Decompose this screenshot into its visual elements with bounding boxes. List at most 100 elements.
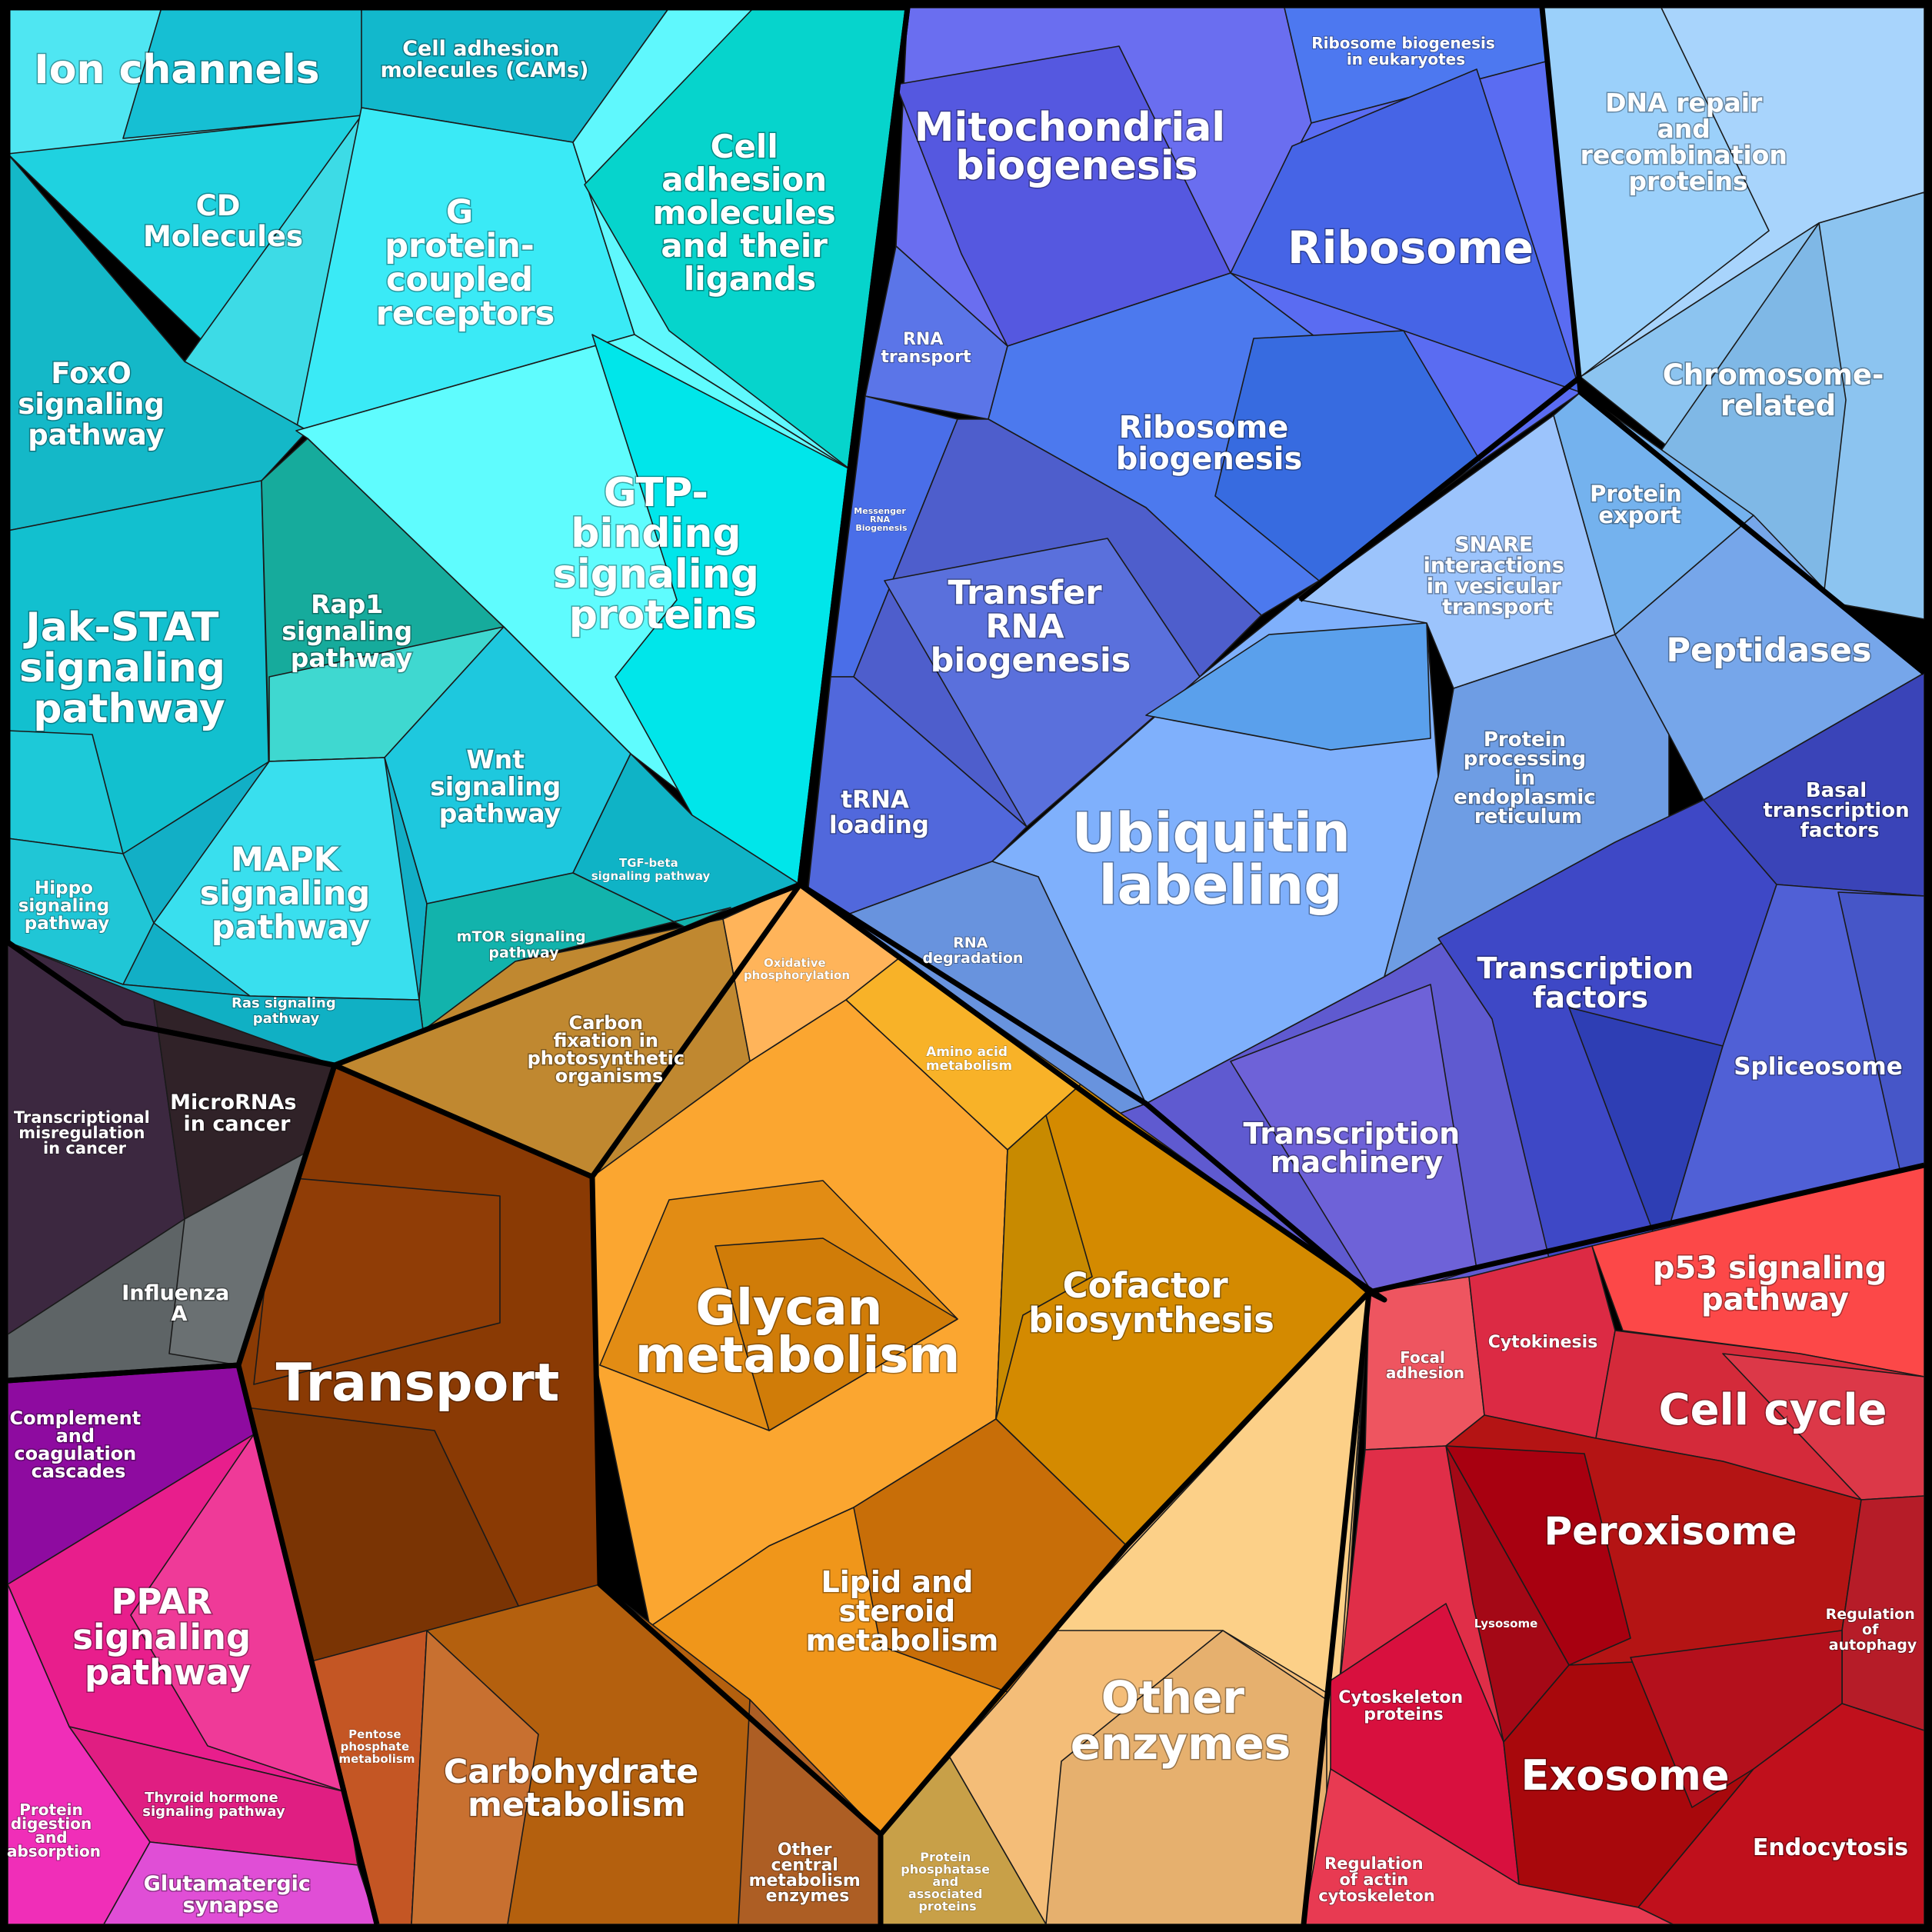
label-cof-line2: biosynthesis [1028,1300,1274,1341]
label-snare-line3: in vesicular [1427,575,1562,598]
label-transfer-rna: Transfer RNA biogenesis [931,574,1131,680]
label-focal-adhesion: Focal adhesion [1386,1348,1464,1382]
label-ubiquitin: Ubiquitin labeling [1072,801,1370,917]
region-lightblue-upper [1539,7,1927,675]
labels: Ion channels Cell adhesion molecules (CA… [6,33,1918,1919]
label-cp-line1: Cytoskeleton [1338,1688,1463,1707]
label-foxo-line1: FoxO [51,357,132,390]
label-ppe-line5: reticulum [1474,805,1582,828]
label-transcription-machinery: Transcription machinery [1244,1117,1471,1179]
label-mapk: MAPK signaling pathway [200,841,382,947]
label-oe-line1: Other [1101,1671,1245,1724]
label-mtor-line2: pathway [488,944,559,961]
label-ribosome: Ribosome [1287,222,1534,274]
label-flu-line1: Influenza [122,1281,229,1305]
label-btf-line3: factors [1800,819,1880,842]
label-cell-adhesion-ligands: Cell adhesion molecules and their ligand… [653,128,848,298]
label-mito-biogenesis: Mitochondrial biogenesis [914,105,1239,189]
label-mapk-line3: pathway [212,908,370,947]
label-carbon-fixation: Carbon fixation in photosynthetic organi… [528,1012,691,1087]
label-dna-line2: and [1657,114,1710,144]
label-rac-line3: cytoskeleton [1318,1887,1435,1905]
region-dark-left [7,1362,239,1384]
label-tgf-line2: signaling pathway [591,869,711,883]
label-dna-line3: recombination [1581,140,1787,170]
label-rap1: Rap1 signaling pathway [281,589,421,673]
label-gpcr-line1: G [446,193,473,232]
label-ras-line2: pathway [253,1011,320,1027]
label-aa-line1: Amino acid [926,1044,1008,1060]
orange-cells [334,884,1370,1925]
label-mir-line1: MicroRNAs [170,1091,296,1114]
label-carb-line2: metabolism [468,1786,686,1824]
label-cp-line2: proteins [1364,1705,1443,1724]
label-p53-line1: p53 signaling [1653,1251,1887,1286]
label-pentose: Pentose phosphate metabolism [339,1727,415,1766]
label-mito-line2: biogenesis [955,143,1198,189]
label-cams: Cell adhesion molecules (CAMs) [381,37,589,82]
label-dna-line4: proteins [1628,166,1747,196]
label-cf-line1: Carbon [569,1012,643,1034]
cell-cofactor-b [995,1114,1093,1420]
label-regulation-actin: Regulation of actin cytoskeleton [1318,1854,1435,1905]
label-pp-line1: Protein [920,1850,971,1864]
label-chr-line1: Chromosome- [1663,358,1884,391]
label-ppe-line2: processing [1464,748,1586,771]
label-rnad-line2: degradation [923,950,1024,967]
label-transcription-factors: Transcription factors [1477,951,1704,1014]
label-btf-line2: transcription [1763,799,1909,822]
label-comp-line2: and [56,1425,95,1447]
label-snare-line1: SNARE [1454,533,1533,557]
label-jak-line2: signaling [19,645,225,691]
region-brown-border [235,1064,380,1925]
label-mito-line1: Mitochondrial [914,105,1225,151]
label-cofactor: Cofactor biosynthesis [1028,1265,1274,1341]
label-jak-stat: Jak-STAT signaling pathway [19,605,239,732]
label-rb-line2: biogenesis [1116,441,1303,477]
label-gpcr-line4: receptors [376,295,555,333]
label-rnad-line1: RNA [953,934,988,951]
label-ra-line2: of [1862,1621,1879,1638]
label-cof-line1: Cofactor [1063,1265,1229,1306]
label-cal-line1: Cell [711,128,778,165]
label-cal-line4: and their [661,227,828,265]
label-amino-acid: Amino acid metabolism [926,1044,1012,1074]
label-comp-line4: cascades [32,1461,126,1482]
region-orange-other [878,1290,1371,1837]
label-protein-processing-er: Protein processing in endoplasmic reticu… [1454,728,1603,828]
label-rbe-line2: in eukaryotes [1347,50,1465,68]
label-oc-line3: metabolism [749,1871,861,1890]
label-cf-line2: fixation in [554,1030,658,1051]
label-messenger-rna: Messenger RNA Biogenesis [854,506,908,533]
region-blue-border [797,7,1387,1303]
label-spliceosome: Spliceosome [1734,1053,1903,1081]
label-transport: Transport [276,1353,560,1414]
label-gtp-line2: binding [571,511,741,557]
label-ras: Ras signaling pathway [232,995,341,1027]
label-trna-line3: biogenesis [931,641,1131,680]
label-transcriptional-misreg: Transcriptional misregulation in cancer [14,1108,155,1158]
label-cd-line2: Molecules [143,220,303,253]
label-pp-line4: associated [908,1887,983,1901]
label-ribosome-euk: Ribosome biogenesis in eukaryotes [1311,34,1501,68]
label-wnt: Wnt signaling pathway [430,744,570,828]
label-foxo-line3: pathway [28,418,165,451]
label-protein-phosphatase: Protein phosphatase and associated prote… [901,1850,994,1914]
label-comp-line3: coagulation [14,1443,136,1464]
label-ubi-line2: labeling [1099,854,1343,917]
label-oxidative-phos: Oxidative phosphorylation [744,956,850,982]
label-snare: SNARE interactions in vesicular transpor… [1424,533,1572,619]
label-ppar-line3: pathway [85,1652,251,1693]
label-hippo-line3: pathway [25,914,109,934]
label-pd-line2: digestion [11,1814,92,1833]
label-rna-degradation: RNA degradation [923,934,1024,967]
label-complement: Complement and coagulation cascades [10,1407,148,1482]
label-cytokinesis: Cytokinesis [1488,1333,1598,1352]
label-jak-line3: pathway [33,686,225,732]
label-tgf-beta: TGF-beta signaling pathway [591,856,711,883]
label-pen-line2: phosphate [341,1740,410,1754]
label-ppe-line1: Protein [1484,728,1566,751]
label-gtp-line1: GTP- [604,470,708,516]
label-ubi-line1: Ubiquitin [1072,801,1351,864]
label-tm-line1: Transcription [1244,1117,1461,1151]
